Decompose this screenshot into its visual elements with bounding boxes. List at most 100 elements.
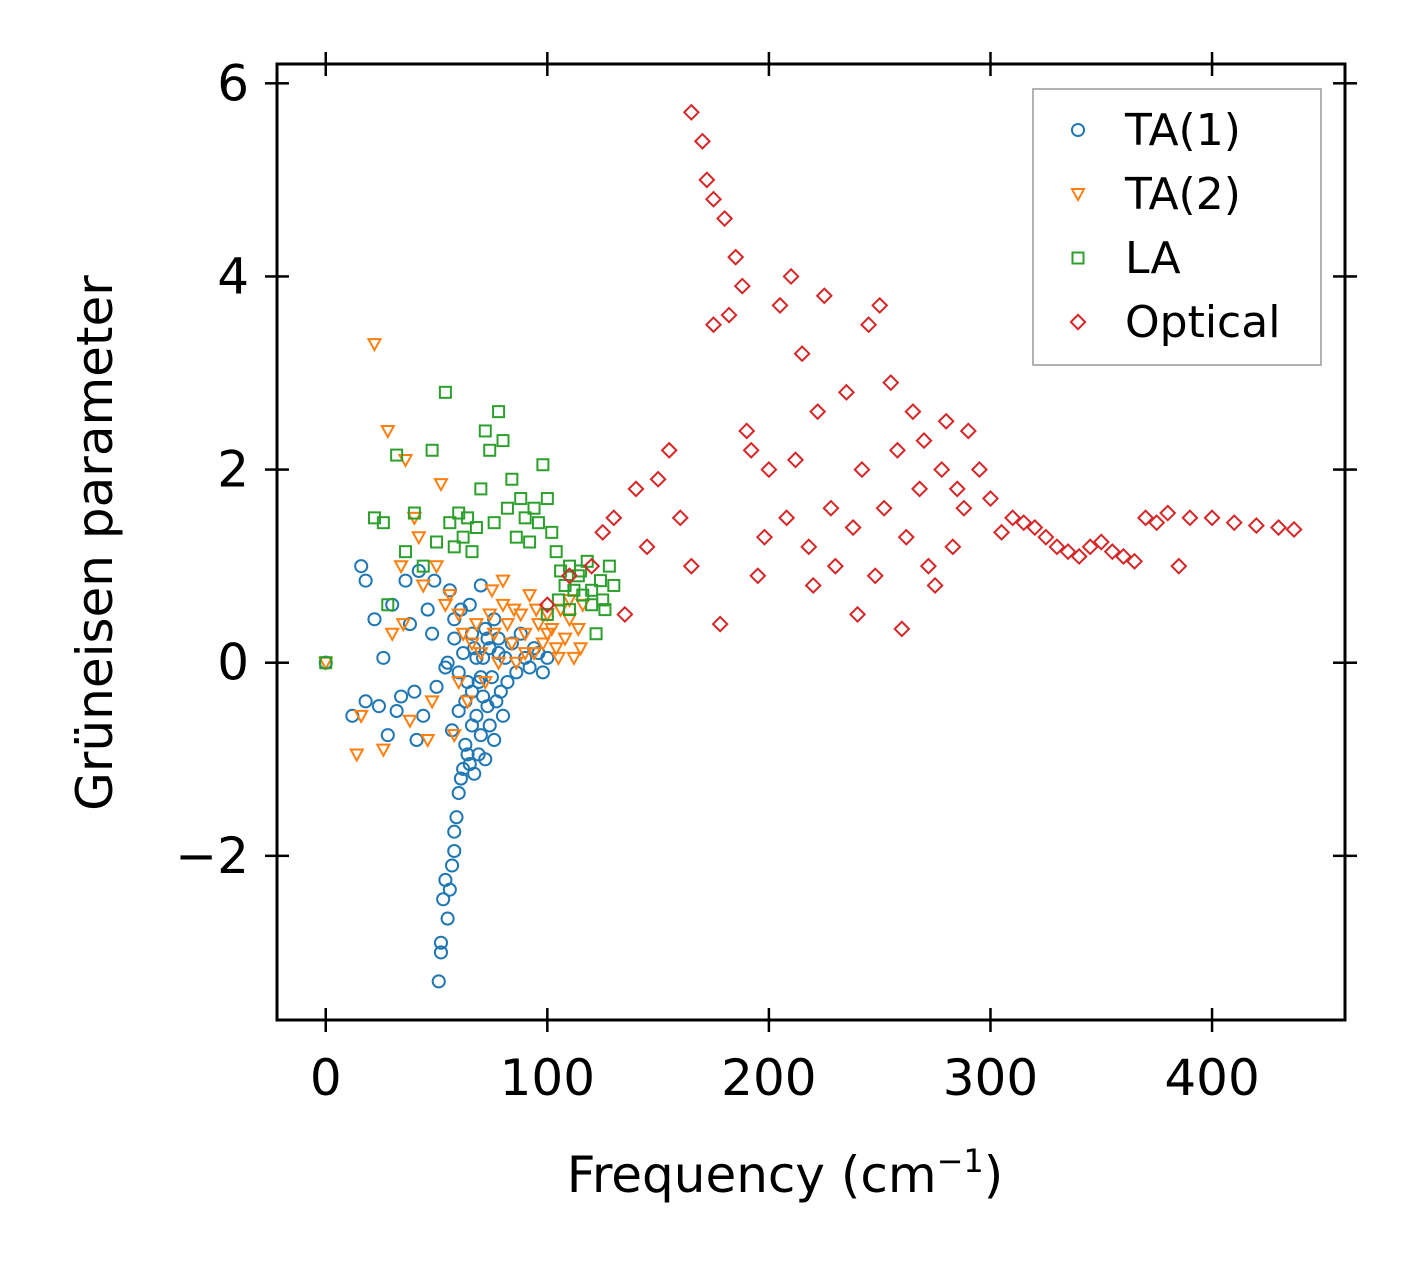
data-point [464,637,480,652]
data-point [513,626,528,641]
data-point [433,478,449,493]
data-point [560,567,579,585]
data-point [481,608,498,623]
x-tick-label: 300 [943,1049,1038,1107]
data-point [500,501,514,515]
data-point [888,441,906,459]
data-point [848,605,867,623]
data-point [450,676,467,691]
data-point [380,424,396,440]
data-point [1247,517,1265,535]
data-point [602,559,616,573]
x-tick-label: 100 [500,1049,595,1107]
series-optical [538,103,1303,638]
data-point [398,573,413,588]
data-point [915,432,933,450]
data-point [384,627,400,642]
data-point [438,385,452,399]
data-point [419,734,436,749]
legend-label: LA [1125,233,1181,284]
x-axis-label-main: Frequency (cm [567,1146,937,1204]
data-point [871,296,889,314]
data-point [660,441,678,459]
data-point [461,511,475,525]
data-point [433,945,449,960]
data-point [535,637,551,652]
data-point [500,674,515,690]
data-point [959,422,977,440]
data-point [402,617,417,632]
axes-frame [275,62,1347,1022]
data-point [376,650,391,665]
data-point [1203,509,1221,527]
data-point [486,627,502,642]
data-point [424,695,440,710]
data-point [437,598,454,613]
data-point [495,598,511,613]
data-point [366,338,383,353]
data-point [1225,514,1243,532]
data-point [394,689,409,704]
data-point [440,911,455,926]
data-point [469,708,484,723]
data-point [358,573,373,588]
x-axis-label-sup: −1 [937,1142,984,1180]
data-point [367,612,382,627]
data-point [698,171,716,189]
data-point [444,858,460,873]
legend-label: TA(2) [1124,169,1241,220]
data-point [509,665,524,680]
data-point [572,642,589,657]
data-point [596,593,610,607]
legend: TA(1) TA(2) LA Optical [1032,88,1322,366]
data-point [393,560,409,575]
data-point [495,574,511,589]
data-point [815,287,833,305]
data-point [557,632,573,647]
data-point [598,603,612,617]
data-point [904,403,922,421]
data-point [353,709,369,724]
data-point [395,618,412,633]
data-point [540,650,555,665]
data-point [496,434,510,448]
data-point [704,316,723,334]
data-point [693,132,711,150]
data-point [1037,528,1055,546]
data-point [453,771,468,786]
data-point [517,627,533,642]
data-point [1092,533,1110,551]
tick-labels: 0 100 200 300 400 −2 0 2 4 6 [175,54,1259,1107]
data-point [562,603,576,617]
series-ta-1 [318,559,555,989]
legend-label: Optical [1125,297,1280,348]
data-point [431,974,446,989]
data-point [471,674,486,690]
ticks-layer [265,52,1357,1032]
data-point [844,518,862,537]
legend-marker [1069,313,1087,331]
data-point [409,732,424,748]
data-point [1285,520,1303,539]
data-point [550,651,567,667]
data-point [478,424,492,438]
data-point [447,843,462,859]
data-point [371,699,386,714]
data-point [460,747,475,762]
data-point [911,480,929,498]
data-point [407,684,422,699]
data-point [484,584,500,599]
data-point [800,538,818,556]
data-point [477,676,494,691]
data-point [506,603,522,618]
data-point [937,412,955,430]
data-point [358,694,373,709]
data-point [860,316,878,334]
data-point [822,499,840,517]
data-point [447,631,462,646]
data-point [536,458,550,472]
legend-label: TA(1) [1124,105,1241,156]
data-point [738,422,756,440]
data-point [535,665,550,680]
